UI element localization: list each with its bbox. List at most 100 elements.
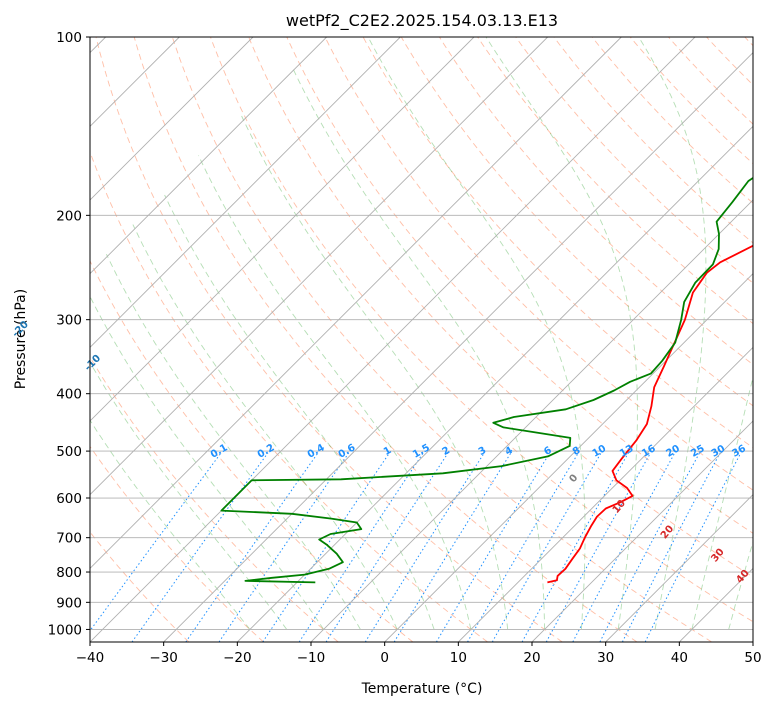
isotherm-line [90, 37, 327, 275]
y-tick-label: 600 [56, 491, 82, 507]
x-axis-label: Temperature (°C) [361, 681, 483, 697]
x-tick-label: −20 [223, 650, 252, 666]
chart-title: wetPf2_C2E2.2025.154.03.13.E13 [286, 11, 558, 31]
dry-adiabat-line [515, 37, 753, 284]
isopleth-labels: -100-90-80-70-60-50-40-30-20-100.10.20.4… [10, 319, 751, 586]
isotherm-line [90, 37, 548, 496]
moist-adiabat-line [132, 224, 398, 630]
moist-adiabat-label: 10 [611, 498, 628, 516]
mixing-ratio-label: 0.1 [209, 442, 230, 460]
x-tick-label: −40 [76, 650, 105, 666]
dry-adiabat-line [95, 37, 563, 642]
x-tick-label: −10 [297, 650, 326, 666]
y-tick-label: 800 [56, 565, 82, 581]
moist-adiabat-label: 40 [734, 568, 751, 586]
moist-adiabat-line [164, 194, 435, 630]
dry-adiabat-line [324, 37, 753, 491]
mixing-ratio-line [393, 452, 512, 642]
isotherm-line [458, 346, 753, 642]
y-tick-label: 900 [56, 595, 82, 611]
mixing-ratio-label: 2 [441, 445, 453, 458]
y-tick-label: 300 [56, 313, 82, 329]
mixing-ratio-label: 0.4 [306, 442, 327, 460]
mixing-ratio-label: 20 [664, 443, 682, 460]
moist-adiabat-line [198, 155, 472, 630]
x-tick-label: 10 [450, 650, 467, 666]
mixing-ratio-line [364, 452, 485, 642]
isotherm-line [605, 494, 753, 642]
sounding-profiles [220, 176, 753, 584]
dry-adiabat-line [477, 37, 753, 325]
isotherm-line [90, 37, 475, 422]
dry-adiabat-line [553, 37, 753, 244]
moist-adiabat-label: 30 [709, 547, 726, 565]
y-tick-label: 100 [56, 30, 82, 46]
dry-adiabat-line [248, 37, 753, 578]
dry-adiabat-line [90, 150, 488, 642]
x-tick-label: 30 [597, 650, 614, 666]
dry-adiabat-line [171, 37, 712, 642]
x-tick-label: −30 [149, 650, 178, 666]
dry-adiabat-line [90, 259, 414, 642]
moist-adiabat-label: 0 [567, 472, 580, 484]
mixing-ratio-line [325, 452, 449, 642]
mixing-ratio-line [572, 452, 676, 642]
mixing-ratio-label: 36 [730, 443, 748, 460]
plot-frame [89, 36, 754, 643]
mixing-ratio-line [185, 452, 319, 642]
mixing-ratio-line [131, 452, 269, 642]
x-tick-label: 40 [671, 650, 688, 666]
mixing-ratio-line [298, 452, 424, 642]
isotherm-line [163, 52, 753, 642]
mixing-ratio-label: 25 [689, 443, 707, 460]
mixing-ratio-label: 8 [571, 445, 583, 458]
moist-adiabat-line [691, 375, 753, 630]
isotherm-line [237, 125, 753, 642]
moist-adiabat-line [291, 66, 546, 630]
dry-adiabat-line [744, 37, 753, 47]
dewpoint-profile [220, 176, 753, 584]
dry-adiabat-line [591, 37, 753, 204]
moist-adiabat-label: 20 [659, 523, 676, 541]
mixing-ratio-line [90, 452, 222, 632]
background-isopleths [90, 37, 753, 642]
y-tick-label: 200 [56, 208, 82, 224]
dry-adiabat-label: -10 [83, 353, 104, 374]
moist-adiabat-line [638, 37, 707, 630]
mixing-ratio-label: 3 [477, 445, 489, 458]
mixing-ratio-line [435, 452, 551, 642]
mixing-ratio-label: 4 [503, 445, 515, 458]
isotherm-line [384, 273, 753, 642]
moist-adiabat-line [728, 540, 753, 630]
mixing-ratio-line [621, 452, 721, 642]
mixing-ratio-line [491, 452, 602, 642]
isotherm-line [90, 37, 622, 569]
isotherm-line [90, 37, 401, 348]
mixing-ratio-label: 30 [710, 443, 728, 460]
axis-ticks: −40 −30 −20 −10 0 10 20 30 40 5010020030040050060… [48, 30, 762, 666]
isotherm-line [679, 567, 753, 642]
moist-adiabat-line [367, 37, 586, 630]
mixing-ratio-label: 10 [591, 443, 609, 460]
dry-adiabat-line [210, 37, 753, 623]
mixing-ratio-label: 0.6 [337, 442, 358, 460]
dry-adiabat-line [90, 445, 264, 642]
mixing-ratio-line [521, 452, 629, 642]
y-tick-label: 400 [56, 387, 82, 403]
mixing-ratio-label: 6 [542, 445, 554, 458]
moist-adiabat-line [485, 37, 638, 630]
mixing-ratio-line [467, 452, 579, 642]
dry-adiabat-line [629, 37, 753, 165]
mixing-ratio-line [545, 452, 652, 642]
mixing-ratio-label: 1 [382, 445, 394, 458]
grid-lines [90, 37, 753, 642]
y-axis-label: Pressure (hPa) [13, 289, 29, 389]
isotherm-line [90, 37, 696, 642]
x-tick-label: 0 [380, 650, 389, 666]
dry-adiabat-line [133, 37, 638, 642]
y-tick-label: 700 [56, 531, 82, 547]
temperature-profile [547, 244, 753, 584]
isotherm-line [531, 420, 753, 642]
isotherm-line [310, 199, 753, 642]
